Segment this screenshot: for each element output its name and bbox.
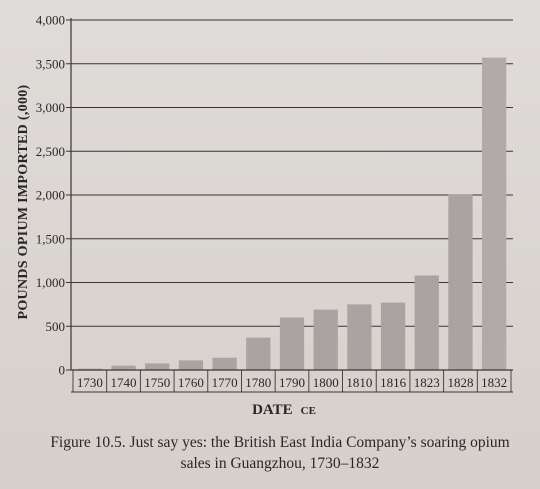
x-tick-label: 1790 xyxy=(279,375,305,390)
y-tick-label: 2,000 xyxy=(36,188,65,203)
y-tick-label: 1,500 xyxy=(36,231,65,246)
bar-1770 xyxy=(212,357,237,370)
x-tick-label: 1730 xyxy=(77,375,103,390)
x-tick-label: 1750 xyxy=(144,375,170,390)
bar-1760 xyxy=(178,360,204,370)
y-tick-label: 500 xyxy=(46,319,66,334)
x-tick-label: 1828 xyxy=(447,375,473,390)
bar-1750 xyxy=(145,363,170,370)
bar-1816 xyxy=(380,302,406,370)
x-tick-labels: 1730 1740 1750 1760 1770 1780 1790 1800 1810 1816… xyxy=(77,375,507,390)
x-axis-title: DATE CE xyxy=(252,401,316,418)
x-tick-label: 1800 xyxy=(313,375,339,390)
x-tick-label: 1823 xyxy=(414,375,440,390)
y-tick-label: 0 xyxy=(59,363,66,378)
x-tick-label: 1740 xyxy=(111,375,137,390)
bar-1810 xyxy=(347,304,372,370)
y-tick-label: 1,000 xyxy=(36,275,65,290)
x-tick-label: 1760 xyxy=(178,375,204,390)
y-tick-label: 3,000 xyxy=(36,100,65,115)
x-tick-label: 1816 xyxy=(380,375,407,390)
y-tick-label: 4,000 xyxy=(36,13,65,28)
bar-1740 xyxy=(111,365,136,370)
x-axis-title-main: DATE xyxy=(252,402,293,418)
bars xyxy=(77,57,507,370)
figure-caption: Figure 10.5. Just say yes: the British E… xyxy=(40,432,520,474)
opium-bar-chart: 05001,0001,5002,0002,5003,0003,5004,000 … xyxy=(16,13,513,418)
bar-1800 xyxy=(313,309,338,370)
bar-1828 xyxy=(448,194,473,370)
x-tick-label: 1780 xyxy=(245,375,271,390)
caption-line-1: Figure 10.5. Just say yes: the British E… xyxy=(50,434,510,451)
bar-1790 xyxy=(279,317,305,370)
x-tick-label: 1832 xyxy=(481,375,507,390)
axes xyxy=(66,18,513,393)
bar-1730 xyxy=(77,368,102,370)
y-tick-label: 3,500 xyxy=(36,56,65,71)
gridlines xyxy=(71,19,513,327)
caption-line-2: sales in Guangzhou, 1730–1832 xyxy=(180,455,380,472)
x-axis-title-suffix: CE xyxy=(301,405,316,417)
bar-1832 xyxy=(482,57,507,370)
y-tick-label: 2,500 xyxy=(36,144,65,159)
bar-1780 xyxy=(246,337,271,370)
y-tick-labels: 0 500 1,000 1,500 2,000 2,500 3,000 3,500 4,000 xyxy=(36,13,65,378)
x-tick-label: 1770 xyxy=(212,375,238,390)
bar-1823 xyxy=(414,275,439,370)
y-axis-title: POUNDS OPIUM IMPORTED (,000) xyxy=(16,84,31,319)
x-tick-label: 1810 xyxy=(346,375,372,390)
